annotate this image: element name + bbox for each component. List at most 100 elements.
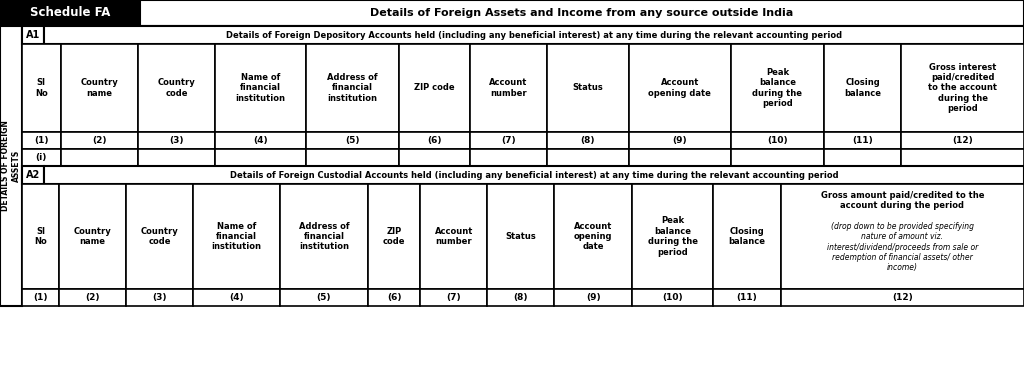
Bar [215,44,306,132]
Bar [193,289,280,306]
Text: ZIP
code: ZIP code [383,227,406,246]
Bar [44,26,1024,44]
Text: Closing
balance: Closing balance [728,227,766,246]
Text: A2: A2 [26,170,40,180]
Bar [420,184,487,289]
Bar [714,289,780,306]
Text: Country
name: Country name [74,227,112,246]
Bar [470,44,547,132]
Bar [306,149,399,166]
Text: Status: Status [506,232,537,241]
Bar [824,149,901,166]
Bar [138,44,215,132]
Bar [901,132,1024,149]
Bar [60,149,138,166]
Text: A1: A1 [26,30,40,40]
Bar [901,44,1024,132]
Bar [369,184,420,289]
Bar [0,0,140,26]
Text: (3): (3) [169,136,183,145]
Text: Address of
financial
institution: Address of financial institution [328,73,378,103]
Text: (7): (7) [446,293,461,302]
Bar [126,289,193,306]
Bar [399,44,470,132]
Text: (10): (10) [663,293,683,302]
Bar [369,289,420,306]
Bar [399,149,470,166]
Text: Details of Foreign Custodial Accounts held (including any beneficial interest) a: Details of Foreign Custodial Accounts he… [229,170,839,179]
Bar [58,184,126,289]
Bar [399,132,470,149]
Bar [22,26,44,44]
Text: Gross amount paid/credited to the
account during the period: Gross amount paid/credited to the accoun… [820,191,984,210]
Text: DETAILS OF FOREIGN
ASSETS: DETAILS OF FOREIGN ASSETS [1,121,20,211]
Text: Gross interest
paid/credited
to the account
during the
period: Gross interest paid/credited to the acco… [928,63,997,113]
Bar [126,184,193,289]
Text: (9): (9) [673,136,687,145]
Text: (3): (3) [153,293,167,302]
Text: (2): (2) [85,293,99,302]
Text: (5): (5) [345,136,359,145]
Text: (10): (10) [767,136,787,145]
Bar [22,149,60,166]
Bar [60,44,138,132]
Text: (6): (6) [387,293,401,302]
Bar [780,289,1024,306]
Bar [547,149,629,166]
Bar [714,184,780,289]
Bar [470,149,547,166]
Text: Peak
balance
during the
period: Peak balance during the period [648,216,698,256]
Text: Account
number: Account number [434,227,473,246]
Text: (7): (7) [501,136,515,145]
Text: Country
name: Country name [80,78,118,98]
Text: Sl
No: Sl No [34,227,47,246]
Text: (11): (11) [736,293,758,302]
Text: (12): (12) [892,293,912,302]
Bar [554,184,632,289]
Bar [22,166,44,184]
Text: (8): (8) [581,136,595,145]
Bar [138,149,215,166]
Text: (4): (4) [229,293,244,302]
Bar [420,289,487,306]
Text: (1): (1) [34,136,48,145]
Bar [780,184,1024,289]
Bar [629,132,731,149]
Bar [140,0,1024,26]
Text: (5): (5) [316,293,331,302]
Text: Closing
balance: Closing balance [844,78,882,98]
Text: (11): (11) [852,136,873,145]
Text: (4): (4) [253,136,268,145]
Bar [487,184,554,289]
Bar [215,132,306,149]
Bar [306,132,399,149]
Bar [470,132,547,149]
Bar [193,184,280,289]
Text: Name of
financial
institution: Name of financial institution [236,73,286,103]
Text: Schedule FA: Schedule FA [30,7,111,20]
Bar [22,132,60,149]
Bar [58,289,126,306]
Text: (1): (1) [33,293,48,302]
Bar [44,166,1024,184]
Text: Address of
financial
institution: Address of financial institution [299,222,349,251]
Bar [901,149,1024,166]
Text: (6): (6) [427,136,441,145]
Text: Peak
balance
during the
period: Peak balance during the period [753,68,803,108]
Text: Sl
No: Sl No [35,78,48,98]
Text: Name of
financial
institution: Name of financial institution [211,222,261,251]
Text: Account
opening
date: Account opening date [574,222,612,251]
Bar [632,184,714,289]
Text: Account
number: Account number [489,78,527,98]
Text: Account
opening date: Account opening date [648,78,712,98]
Bar [731,149,824,166]
Bar [487,289,554,306]
Text: Country
code: Country code [140,227,178,246]
Text: (i): (i) [36,153,47,162]
Text: (12): (12) [952,136,973,145]
Bar [731,44,824,132]
Bar [554,289,632,306]
Text: (8): (8) [514,293,528,302]
Text: ZIP code: ZIP code [414,83,455,93]
Bar [824,44,901,132]
